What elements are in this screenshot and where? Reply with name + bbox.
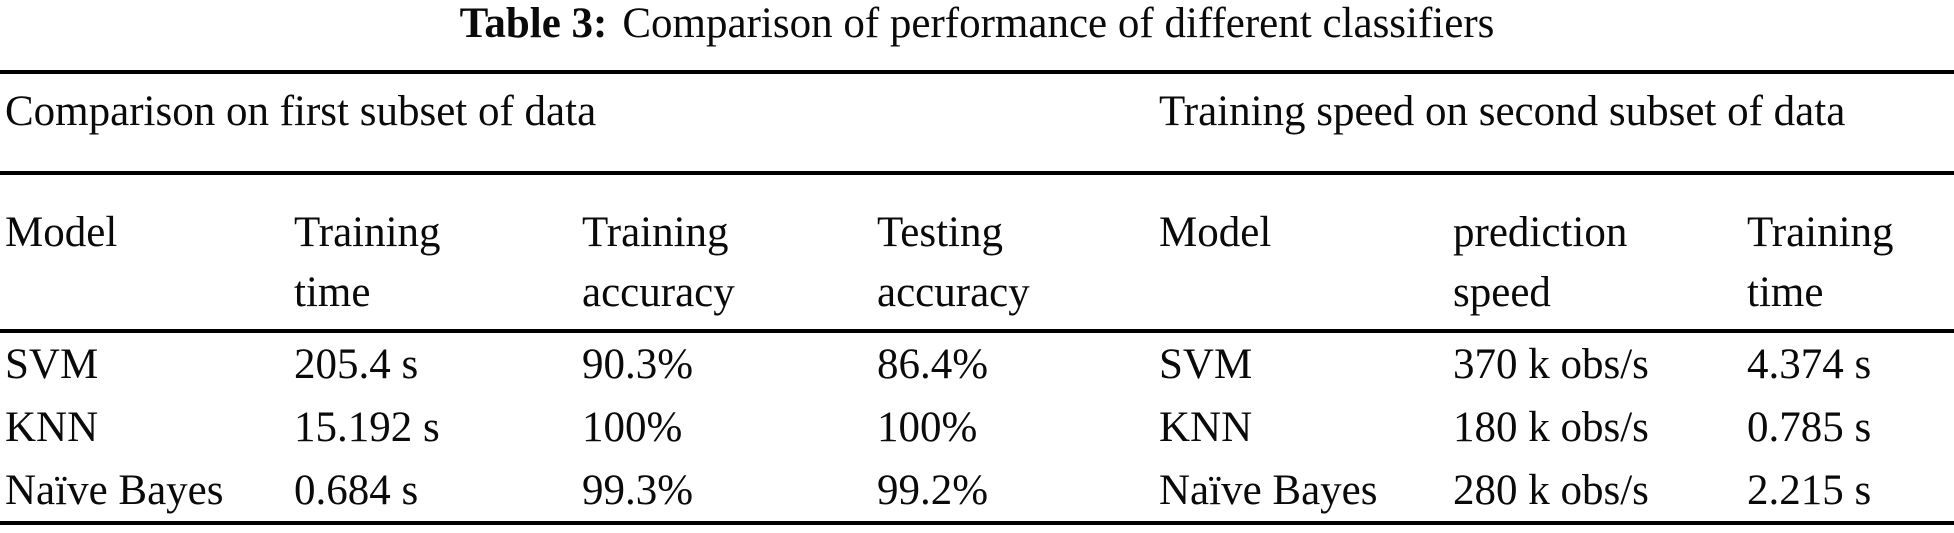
header-line: Training [1747,209,1894,256]
header-line: accuracy [582,269,735,316]
table-cell-training-time: 0.684 s [294,466,419,514]
bottom-rule [0,521,1954,525]
header-line: time [1747,269,1824,316]
table-cell-model: KNN [1159,404,1253,451]
header-line: prediction [1453,209,1628,256]
header-line: accuracy [877,269,1030,316]
right-header-prediction-speed: prediction speed [1453,175,1747,329]
table-cell-model: KNN [5,404,99,451]
section-rule [0,171,1954,175]
table-cell-training-time: 0.785 s [1747,404,1872,451]
right-section-title: Training speed on second subset of data [1159,88,1846,135]
left-section-title: Comparison on first subset of data [5,88,597,135]
table-cell-model: Naïve Bayes [5,466,224,514]
header-line: time [294,269,371,316]
left-header-model: Model [0,175,294,329]
left-header-training-accuracy: Training accuracy [582,175,877,329]
table-cell-training-accuracy: 99.3% [582,466,694,514]
table-caption-text: Comparison of performance of different c… [622,0,1495,47]
left-header-testing-accuracy: Testing accuracy [877,175,1159,329]
table-cell-model: SVM [1159,341,1253,388]
top-rule [0,70,1954,74]
header-line: speed [1453,269,1551,316]
header-rule [0,329,1954,333]
header-line: Model [5,209,118,256]
table-cell-prediction-speed: 180 k obs/s [1453,404,1649,451]
table-cell-testing-accuracy: 100% [877,404,978,451]
table-cell-training-accuracy: 100% [582,404,683,451]
table-cell-prediction-speed: 280 k obs/s [1453,466,1649,514]
table-cell-training-time: 205.4 s [294,341,419,388]
table-cell-model: Naïve Bayes [1159,466,1378,514]
table-cell-testing-accuracy: 86.4% [877,341,989,388]
table-caption-label: Table 3: [459,0,608,47]
table-caption: Table 3: Comparison of performance of di… [0,0,1954,70]
header-line: Testing [877,209,1003,256]
right-header-training-time: Training time [1747,175,1954,329]
table-cell-model: SVM [5,341,99,388]
table-cell-prediction-speed: 370 k obs/s [1453,341,1649,388]
table-cell-training-time: 2.215 s [1747,466,1872,514]
left-header-training-time: Training time [294,175,582,329]
header-line: Training [294,209,441,256]
header-line: Model [1159,209,1272,256]
table-cell-training-time: 4.374 s [1747,341,1872,388]
table-cell-training-time: 15.192 s [294,404,440,451]
header-line: Training [582,209,729,256]
right-header-model: Model [1159,175,1453,329]
table-cell-testing-accuracy: 99.2% [877,466,989,514]
table-cell-training-accuracy: 90.3% [582,341,694,388]
